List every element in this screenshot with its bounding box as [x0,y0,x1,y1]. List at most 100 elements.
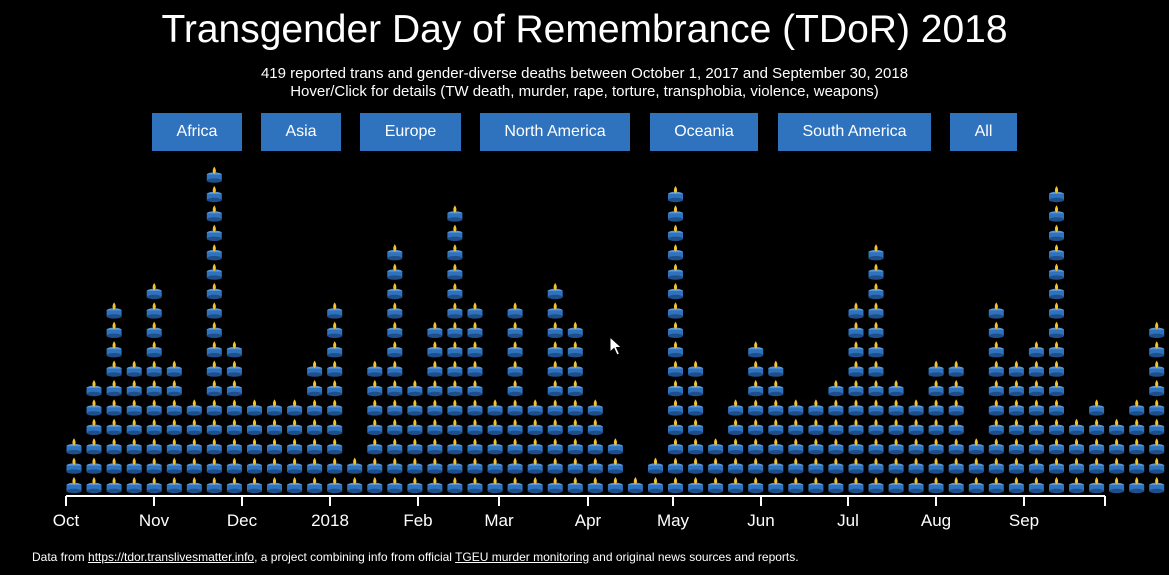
candle-icon[interactable] [467,457,483,474]
candle-icon[interactable] [748,438,764,455]
candle-icon[interactable] [1149,438,1165,455]
candle-icon[interactable] [668,321,683,338]
candle-icon[interactable] [166,457,182,474]
candle-icon[interactable] [487,438,503,455]
candle-icon[interactable] [708,438,724,455]
candle-icon[interactable] [447,302,463,319]
candle-icon[interactable] [868,399,884,416]
candle-icon[interactable] [567,399,583,416]
candle-icon[interactable] [146,341,162,358]
candle-icon[interactable] [547,321,563,338]
candle-icon[interactable] [668,457,683,474]
candle-icon[interactable] [868,263,884,280]
candle-icon[interactable] [928,457,944,474]
candle-icon[interactable] [106,360,122,377]
candle-icon[interactable] [868,418,884,435]
candle-icon[interactable] [1049,244,1064,261]
candle-icon[interactable] [327,457,343,474]
candle-icon[interactable] [788,399,804,416]
candle-icon[interactable] [547,380,563,397]
candle-icon[interactable] [387,438,403,455]
candle-icon[interactable] [287,477,303,494]
candle-icon[interactable] [447,283,463,300]
candle-icon[interactable] [908,438,924,455]
candle-icon[interactable] [668,360,683,377]
candle-icon[interactable] [106,418,122,435]
candle-icon[interactable] [467,418,483,435]
candle-icon[interactable] [387,244,403,261]
candle-icon[interactable] [327,477,343,494]
candle-icon[interactable] [146,380,162,397]
candle-icon[interactable] [206,477,222,494]
candle-icon[interactable] [1049,418,1064,435]
candle-icon[interactable] [748,418,764,435]
candle-icon[interactable] [988,438,1004,455]
candle-icon[interactable] [367,477,383,494]
candle-icon[interactable] [367,360,383,377]
candle-icon[interactable] [86,477,102,494]
candle-icon[interactable] [86,418,102,435]
candle-icon[interactable] [1129,477,1145,494]
candle-icon[interactable] [226,399,242,416]
candle-icon[interactable] [668,244,683,261]
candle-icon[interactable] [287,457,303,474]
candle-icon[interactable] [66,438,82,455]
candle-icon[interactable] [828,399,844,416]
candle-icon[interactable] [487,399,503,416]
candle-icon[interactable] [567,438,583,455]
candle-icon[interactable] [587,438,603,455]
candle-icon[interactable] [447,360,463,377]
candle-icon[interactable] [1149,399,1165,416]
candle-icon[interactable] [226,457,242,474]
candle-icon[interactable] [1049,263,1064,280]
candle-icon[interactable] [567,418,583,435]
candle-icon[interactable] [668,224,683,241]
candle-icon[interactable] [1149,380,1165,397]
candle-icon[interactable] [948,380,964,397]
candle-icon[interactable] [1049,399,1064,416]
candle-icon[interactable] [86,399,102,416]
candle-icon[interactable] [206,166,222,183]
candle-icon[interactable] [387,321,403,338]
candle-icon[interactable] [1149,360,1165,377]
candle-icon[interactable] [948,438,964,455]
candle-icon[interactable] [387,477,403,494]
candle-icon[interactable] [86,438,102,455]
candle-icon[interactable] [527,438,543,455]
candle-icon[interactable] [1008,438,1024,455]
candle-icon[interactable] [607,438,623,455]
candle-icon[interactable] [788,477,804,494]
candle-icon[interactable] [447,205,463,222]
candle-icon[interactable] [507,380,523,397]
candle-icon[interactable] [868,321,884,338]
candle-icon[interactable] [1049,360,1064,377]
candle-icon[interactable] [868,283,884,300]
candle-icon[interactable] [126,418,142,435]
candle-icon[interactable] [668,380,683,397]
candle-icon[interactable] [267,457,282,474]
candle-icon[interactable] [66,477,82,494]
candle-icon[interactable] [848,418,864,435]
candle-icon[interactable] [688,399,704,416]
candle-icon[interactable] [868,438,884,455]
candle-icon[interactable] [968,477,984,494]
candle-icon[interactable] [206,283,222,300]
candle-icon[interactable] [267,418,282,435]
candle-icon[interactable] [186,477,202,494]
candle-icon[interactable] [206,302,222,319]
candle-icon[interactable] [387,360,403,377]
candle-icon[interactable] [527,399,543,416]
candle-icon[interactable] [126,457,142,474]
candle-icon[interactable] [387,283,403,300]
candle-icon[interactable] [407,457,423,474]
candle-icon[interactable] [106,321,122,338]
candle-icon[interactable] [427,321,443,338]
candle-icon[interactable] [267,438,282,455]
candle-icon[interactable] [808,457,824,474]
candle-icon[interactable] [1109,457,1125,474]
candle-icon[interactable] [848,321,864,338]
candle-icon[interactable] [688,457,704,474]
candle-icon[interactable] [1149,418,1165,435]
candle-icon[interactable] [507,341,523,358]
candle-icon[interactable] [287,438,303,455]
